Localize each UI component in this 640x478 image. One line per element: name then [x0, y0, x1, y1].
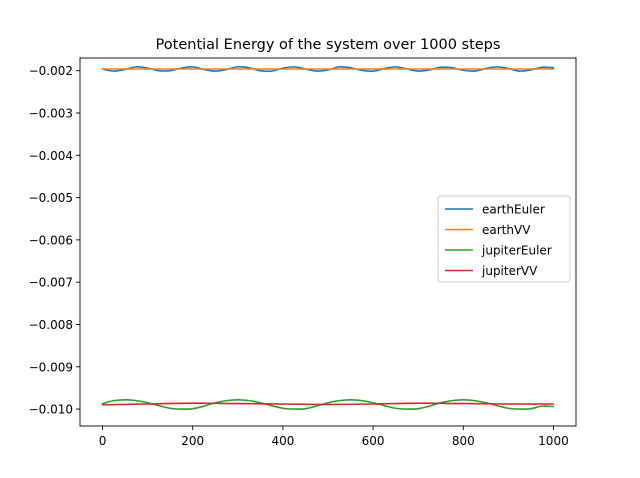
series-layer — [101, 65, 555, 410]
axes: 0 200 400 600 800 1000 −0.002 −0.003 −0.004 −0.00… — [29, 57, 577, 448]
series-line-jupiterEuler — [101, 398, 555, 410]
legend-label-jupiterVV: jupiterVV — [481, 264, 538, 278]
y-tick-label: −0.003 — [29, 106, 73, 120]
y-tick-label: −0.010 — [29, 403, 73, 417]
y-tick-label: −0.005 — [29, 191, 73, 205]
y-tick-label: −0.004 — [29, 149, 73, 163]
y-tick-label: −0.009 — [29, 360, 73, 374]
x-tick-label: 200 — [181, 434, 204, 448]
x-tick-label: 400 — [271, 434, 294, 448]
x-tick-label: 1000 — [538, 434, 569, 448]
y-tick-label: −0.007 — [29, 276, 73, 290]
series-line-jupiterVV — [101, 402, 555, 406]
legend-label-earthVV: earthVV — [482, 223, 531, 237]
x-tick-label: 800 — [452, 434, 475, 448]
legend-label-jupiterEuler: jupiterEuler — [481, 244, 552, 258]
y-tick-label: −0.006 — [29, 233, 73, 247]
x-tick-label: 600 — [362, 434, 385, 448]
legend-box — [437, 195, 571, 283]
plot-frame — [79, 57, 577, 427]
y-tick-label: −0.002 — [29, 64, 73, 78]
y-tick-label: −0.008 — [29, 318, 73, 332]
x-tick-label: 0 — [99, 434, 107, 448]
chart-title: Potential Energy of the system over 1000… — [156, 37, 501, 53]
legend: earthEuler earthVV jupiterEuler jupiterVV — [437, 195, 571, 283]
legend-label-earthEuler: earthEuler — [482, 203, 545, 217]
